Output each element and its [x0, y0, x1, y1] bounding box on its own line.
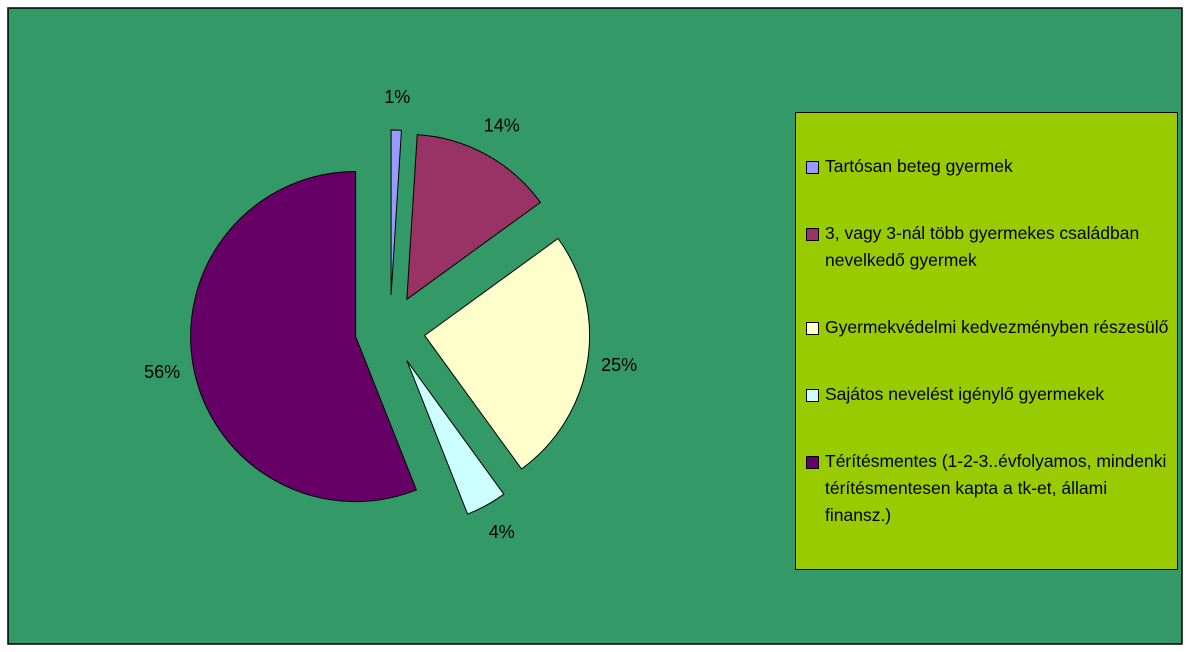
pie-slice [190, 171, 418, 503]
legend-label: Tartósan beteg gyermek [825, 156, 1013, 176]
legend-label: 3, vagy 3-nál több gyermekes családban n… [825, 223, 1140, 270]
legend-marker [806, 322, 819, 335]
data-label: 1% [384, 87, 410, 107]
pie-slice [406, 360, 505, 515]
legend-label: Sajátos nevelést igénylő gyermekek [825, 384, 1105, 404]
legend-entry: Sajátos nevelést igénylő gyermekek [806, 381, 1171, 408]
legend-entry: Tartósan beteg gyermek [806, 153, 1171, 180]
legend-marker [806, 161, 819, 174]
legend-entry: Térítésmentes (1-2-3..évfolyamos, minden… [806, 448, 1171, 529]
legend-entry: Gyermekvédelmi kedvezményben részesülő [806, 314, 1171, 341]
legend-marker [806, 389, 819, 402]
data-label: 4% [489, 522, 515, 542]
legend-marker [806, 228, 819, 241]
legend-label: Térítésmentes (1-2-3..évfolyamos, minden… [825, 451, 1167, 525]
legend-entry: 3, vagy 3-nál több gyermekes családban n… [806, 220, 1171, 274]
data-label: 56% [144, 362, 180, 382]
legend-label: Gyermekvédelmi kedvezményben részesülő [825, 317, 1169, 337]
pie-slice [406, 134, 542, 301]
data-label: 14% [484, 115, 520, 135]
pie-slice [423, 237, 591, 470]
pie-slice [390, 129, 402, 296]
legend: Tartósan beteg gyermek 3, vagy 3-nál több… [795, 112, 1178, 570]
legend-marker [806, 456, 819, 469]
data-label: 25% [601, 355, 637, 375]
